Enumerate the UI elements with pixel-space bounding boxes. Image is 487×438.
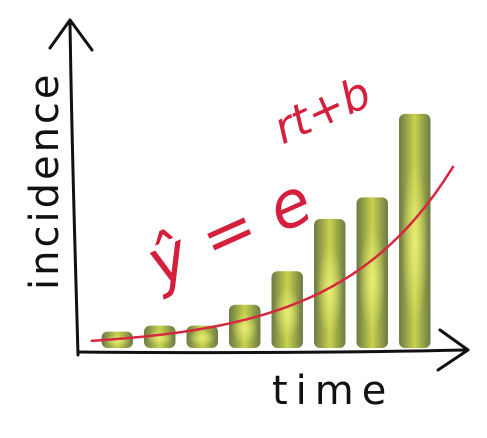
- bar-glow-6: [316, 244, 343, 336]
- y-axis-arrowhead: [48, 18, 94, 52]
- bar-glow-8: [401, 160, 428, 325]
- bar-glows-group: [104, 160, 428, 347]
- bar-glow-7: [359, 227, 386, 333]
- x-axis-arrowhead: [436, 328, 470, 372]
- bar-glow-5: [274, 286, 301, 341]
- y-axis-label: incidence: [22, 71, 68, 290]
- exponential-curve: [90, 165, 455, 343]
- x-axis: [76, 348, 467, 355]
- bar-glow-3: [189, 330, 216, 346]
- y-axis: [68, 20, 80, 357]
- annotation-exponent: rt+b: [266, 67, 378, 154]
- x-axis-label: time: [272, 368, 394, 414]
